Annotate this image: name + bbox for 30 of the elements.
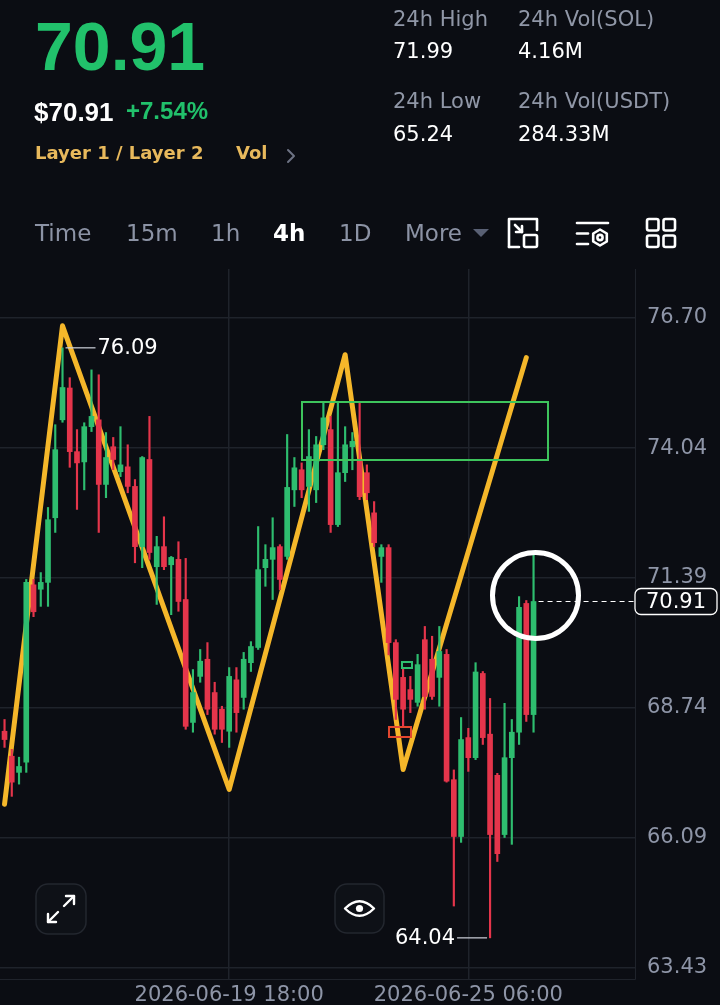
text: 1h: [211, 220, 241, 246]
text: 15m: [126, 220, 178, 246]
ref-line-label: 70.91: [645, 588, 707, 613]
annotation: 64.04: [394, 925, 456, 950]
text: 70.91: [35, 8, 206, 84]
text: $70.91: [34, 97, 114, 127]
text: Time: [35, 220, 92, 246]
text: 24h High: [393, 7, 488, 31]
y-tick-label: 66.09: [647, 823, 708, 848]
x-tick-label: 2026-06-25 06:00: [373, 982, 563, 1005]
text: 24h Low: [393, 89, 482, 113]
text: More: [405, 220, 463, 246]
x-tick-label: 2026-06-19 18:00: [134, 982, 324, 1005]
text: Vol: [236, 142, 268, 163]
text: +7.54%: [126, 97, 209, 124]
text: 65.24: [393, 122, 454, 146]
text: 71.99: [393, 39, 454, 63]
text: 24h Vol(USDT): [518, 89, 671, 113]
text: 1D: [339, 220, 372, 246]
text: 284.33M: [518, 122, 610, 146]
y-tick-label: 68.74: [647, 694, 708, 719]
text: 4h: [273, 220, 306, 246]
y-tick-label: 71.39: [647, 564, 708, 589]
text: 4.16M: [518, 39, 583, 63]
annotation: 76.09: [97, 335, 158, 360]
text: Layer 1 / Layer 2: [35, 142, 204, 163]
y-tick-label: 74.04: [647, 434, 708, 459]
y-tick-label: 63.43: [647, 954, 708, 979]
y-tick-label: 76.70: [647, 304, 708, 329]
text: 24h Vol(SOL): [518, 7, 655, 31]
